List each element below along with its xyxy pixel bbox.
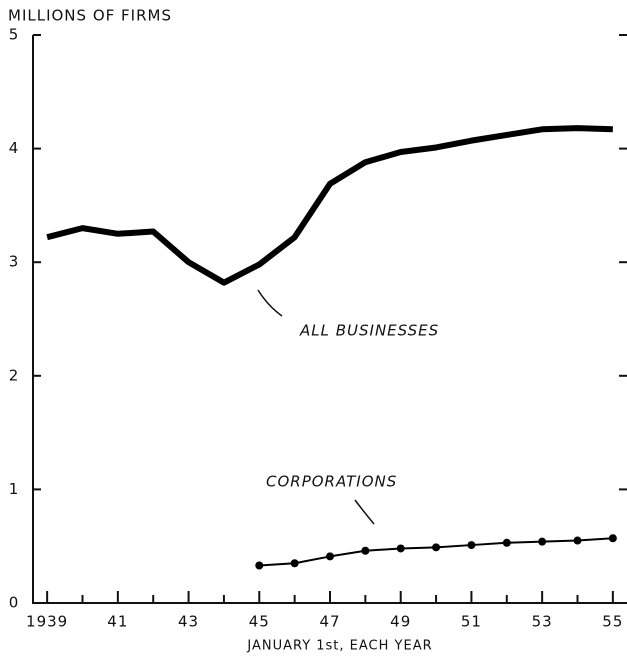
series-marker bbox=[432, 543, 441, 552]
leader-line bbox=[257, 289, 283, 317]
y-axis-title: MILLIONS OF FIRMS bbox=[8, 7, 172, 25]
y-tick-label: 1 bbox=[9, 480, 20, 498]
x-axis-title: JANUARY 1st, EACH YEAR bbox=[246, 639, 432, 654]
y-tick-label: 5 bbox=[9, 26, 20, 44]
y-tick-label: 4 bbox=[9, 139, 20, 157]
series-marker bbox=[538, 537, 547, 546]
y-tick-label: 3 bbox=[9, 253, 20, 271]
series-line bbox=[259, 537, 613, 567]
series-line bbox=[46, 125, 613, 286]
annotation: ALL BUSINESSES bbox=[299, 322, 439, 340]
series-marker bbox=[396, 544, 405, 553]
series-marker bbox=[290, 559, 299, 568]
x-tick-label: 49 bbox=[390, 613, 411, 631]
series-marker bbox=[361, 546, 370, 555]
series-marker bbox=[326, 552, 334, 561]
series-marker bbox=[573, 536, 582, 545]
series-marker bbox=[608, 534, 617, 543]
x-tick-label: 1939 bbox=[26, 613, 68, 631]
y-tick-label: 2 bbox=[9, 366, 20, 384]
x-tick-label: 45 bbox=[249, 613, 270, 631]
x-tick-label: 55 bbox=[602, 613, 623, 631]
leader-line bbox=[354, 499, 375, 525]
series-marker bbox=[467, 541, 476, 550]
x-tick-label: 43 bbox=[178, 613, 199, 631]
annotation: CORPORATIONS bbox=[266, 473, 397, 491]
x-tick-label: 53 bbox=[532, 613, 553, 631]
x-tick-label: 47 bbox=[319, 613, 340, 631]
x-tick-label: 41 bbox=[107, 613, 128, 631]
y-tick-label: 0 bbox=[9, 594, 20, 612]
series-marker bbox=[502, 538, 511, 547]
series-marker bbox=[255, 561, 264, 570]
x-tick-label: 51 bbox=[461, 613, 482, 631]
